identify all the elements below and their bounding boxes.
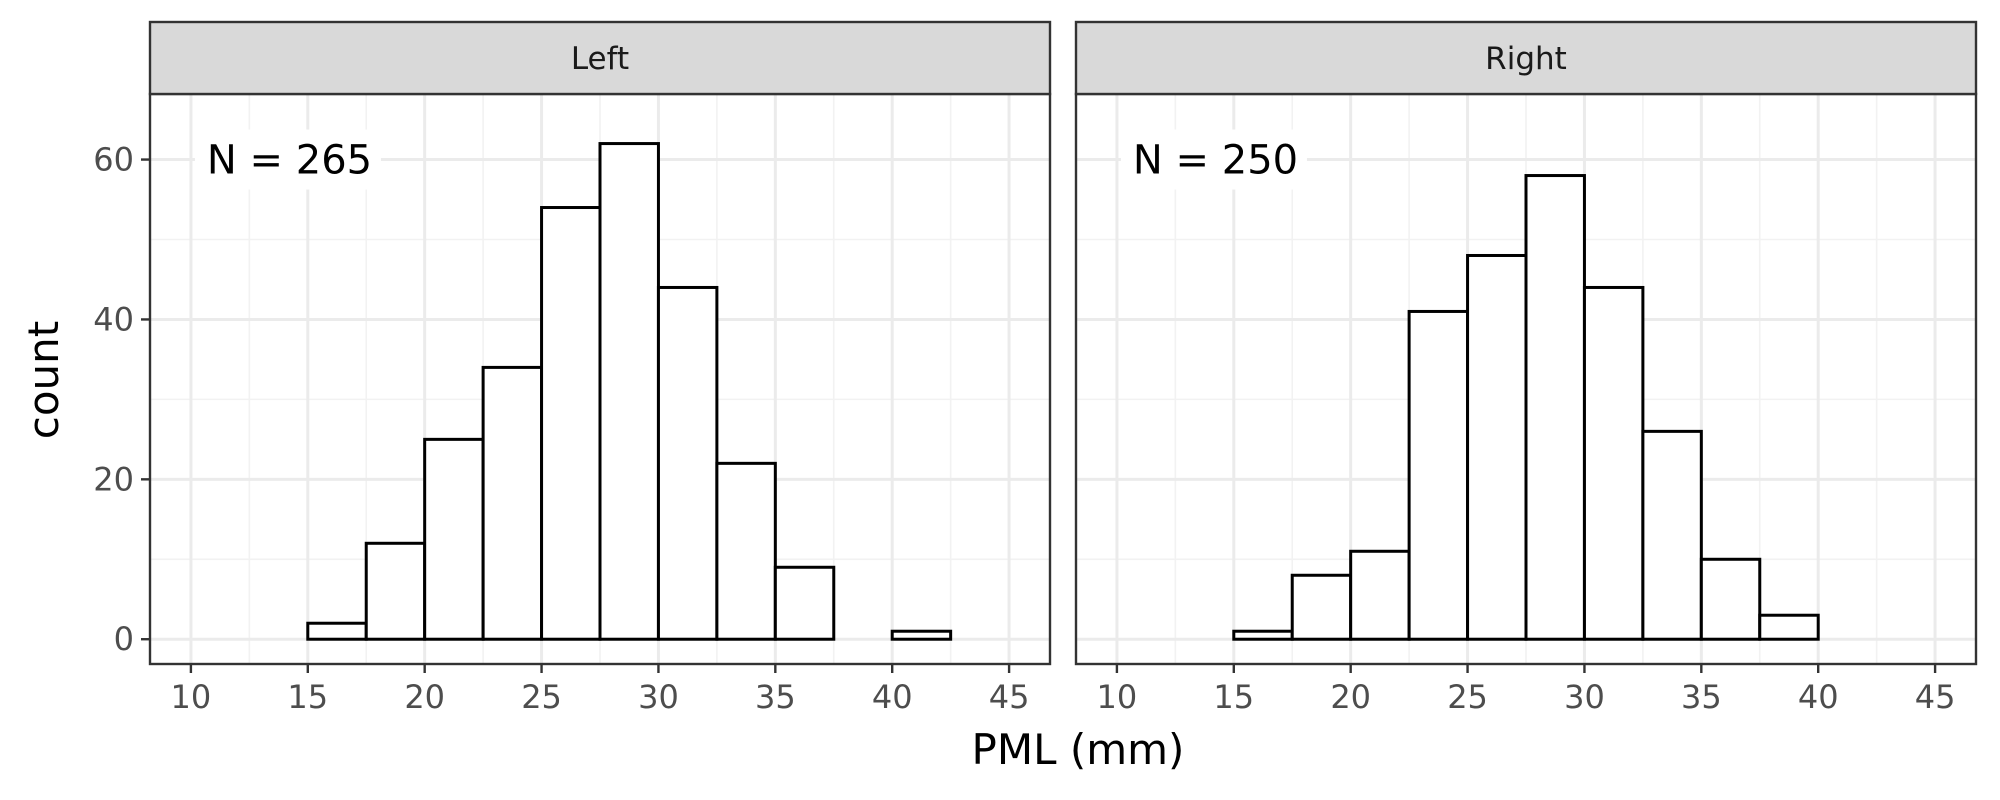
y-tick-label: 40	[93, 300, 134, 338]
histogram-bar	[715, 461, 777, 641]
histogram-bar	[656, 285, 719, 641]
x-tick-label: 35	[1681, 678, 1722, 716]
y-tick-label: 60	[93, 141, 134, 179]
histogram-bar	[773, 565, 836, 641]
annotation-label: N = 265	[207, 138, 372, 184]
x-tick-label: 40	[1798, 678, 1839, 716]
panel-left: N = 265 Left 10 15 20 25 30 35 40 45 0 20 40 60	[93, 20, 1052, 716]
histogram-bar	[1232, 629, 1294, 641]
x-tick-label: 30	[1564, 678, 1605, 716]
histogram-bar	[1290, 573, 1353, 641]
x-tick-label: 30	[638, 678, 679, 716]
x-tick-label: 25	[1447, 678, 1488, 716]
x-tick-label: 20	[1330, 678, 1371, 716]
histogram-bar	[1699, 557, 1762, 641]
histogram-bar	[306, 621, 368, 641]
histogram-bar	[890, 629, 953, 641]
histogram-bar	[364, 541, 427, 641]
x-tick-label: 25	[521, 678, 562, 716]
histogram-bar	[423, 437, 485, 641]
histogram-bar	[540, 206, 602, 641]
y-axis-title: count	[19, 321, 68, 440]
histogram-bar	[1466, 253, 1528, 641]
x-tick-label: 10	[171, 678, 212, 716]
x-tick-label: 15	[1213, 678, 1254, 716]
histogram-bar	[1407, 309, 1470, 641]
annotation-label: N = 250	[1133, 138, 1298, 184]
strip-label: Right	[1485, 41, 1567, 77]
x-axis-title: PML (mm)	[972, 725, 1185, 774]
histogram-bar	[1758, 613, 1820, 641]
strip-label: Left	[571, 41, 629, 77]
x-tick-label: 35	[755, 678, 796, 716]
x-tick-label: 40	[872, 678, 913, 716]
histogram-bar	[598, 142, 660, 641]
x-tick-label: 20	[404, 678, 445, 716]
histogram-bar	[1524, 174, 1586, 641]
strip-background	[148, 20, 1052, 96]
x-tick-label: 45	[1915, 678, 1956, 716]
annotation-background	[194, 129, 381, 190]
panel-right: N = 250 Right 10 15 20 25 30 35 40 45	[1074, 20, 1978, 716]
histogram-bar	[1582, 285, 1645, 641]
strip-background	[1074, 20, 1978, 96]
histogram-bar	[481, 365, 544, 641]
annotation-background	[1120, 129, 1307, 190]
x-tick-label: 45	[989, 678, 1030, 716]
x-tick-label: 15	[287, 678, 328, 716]
histogram-bar	[1349, 549, 1411, 641]
histogram-bar	[1641, 429, 1703, 641]
y-tick-label: 20	[93, 460, 134, 498]
x-tick-label: 10	[1097, 678, 1138, 716]
y-tick-label: 0	[114, 620, 134, 658]
panels-layer: N = 265 Left 10 15 20 25 30 35 40 45 0 20 40 60 N = 25…	[93, 20, 1978, 716]
